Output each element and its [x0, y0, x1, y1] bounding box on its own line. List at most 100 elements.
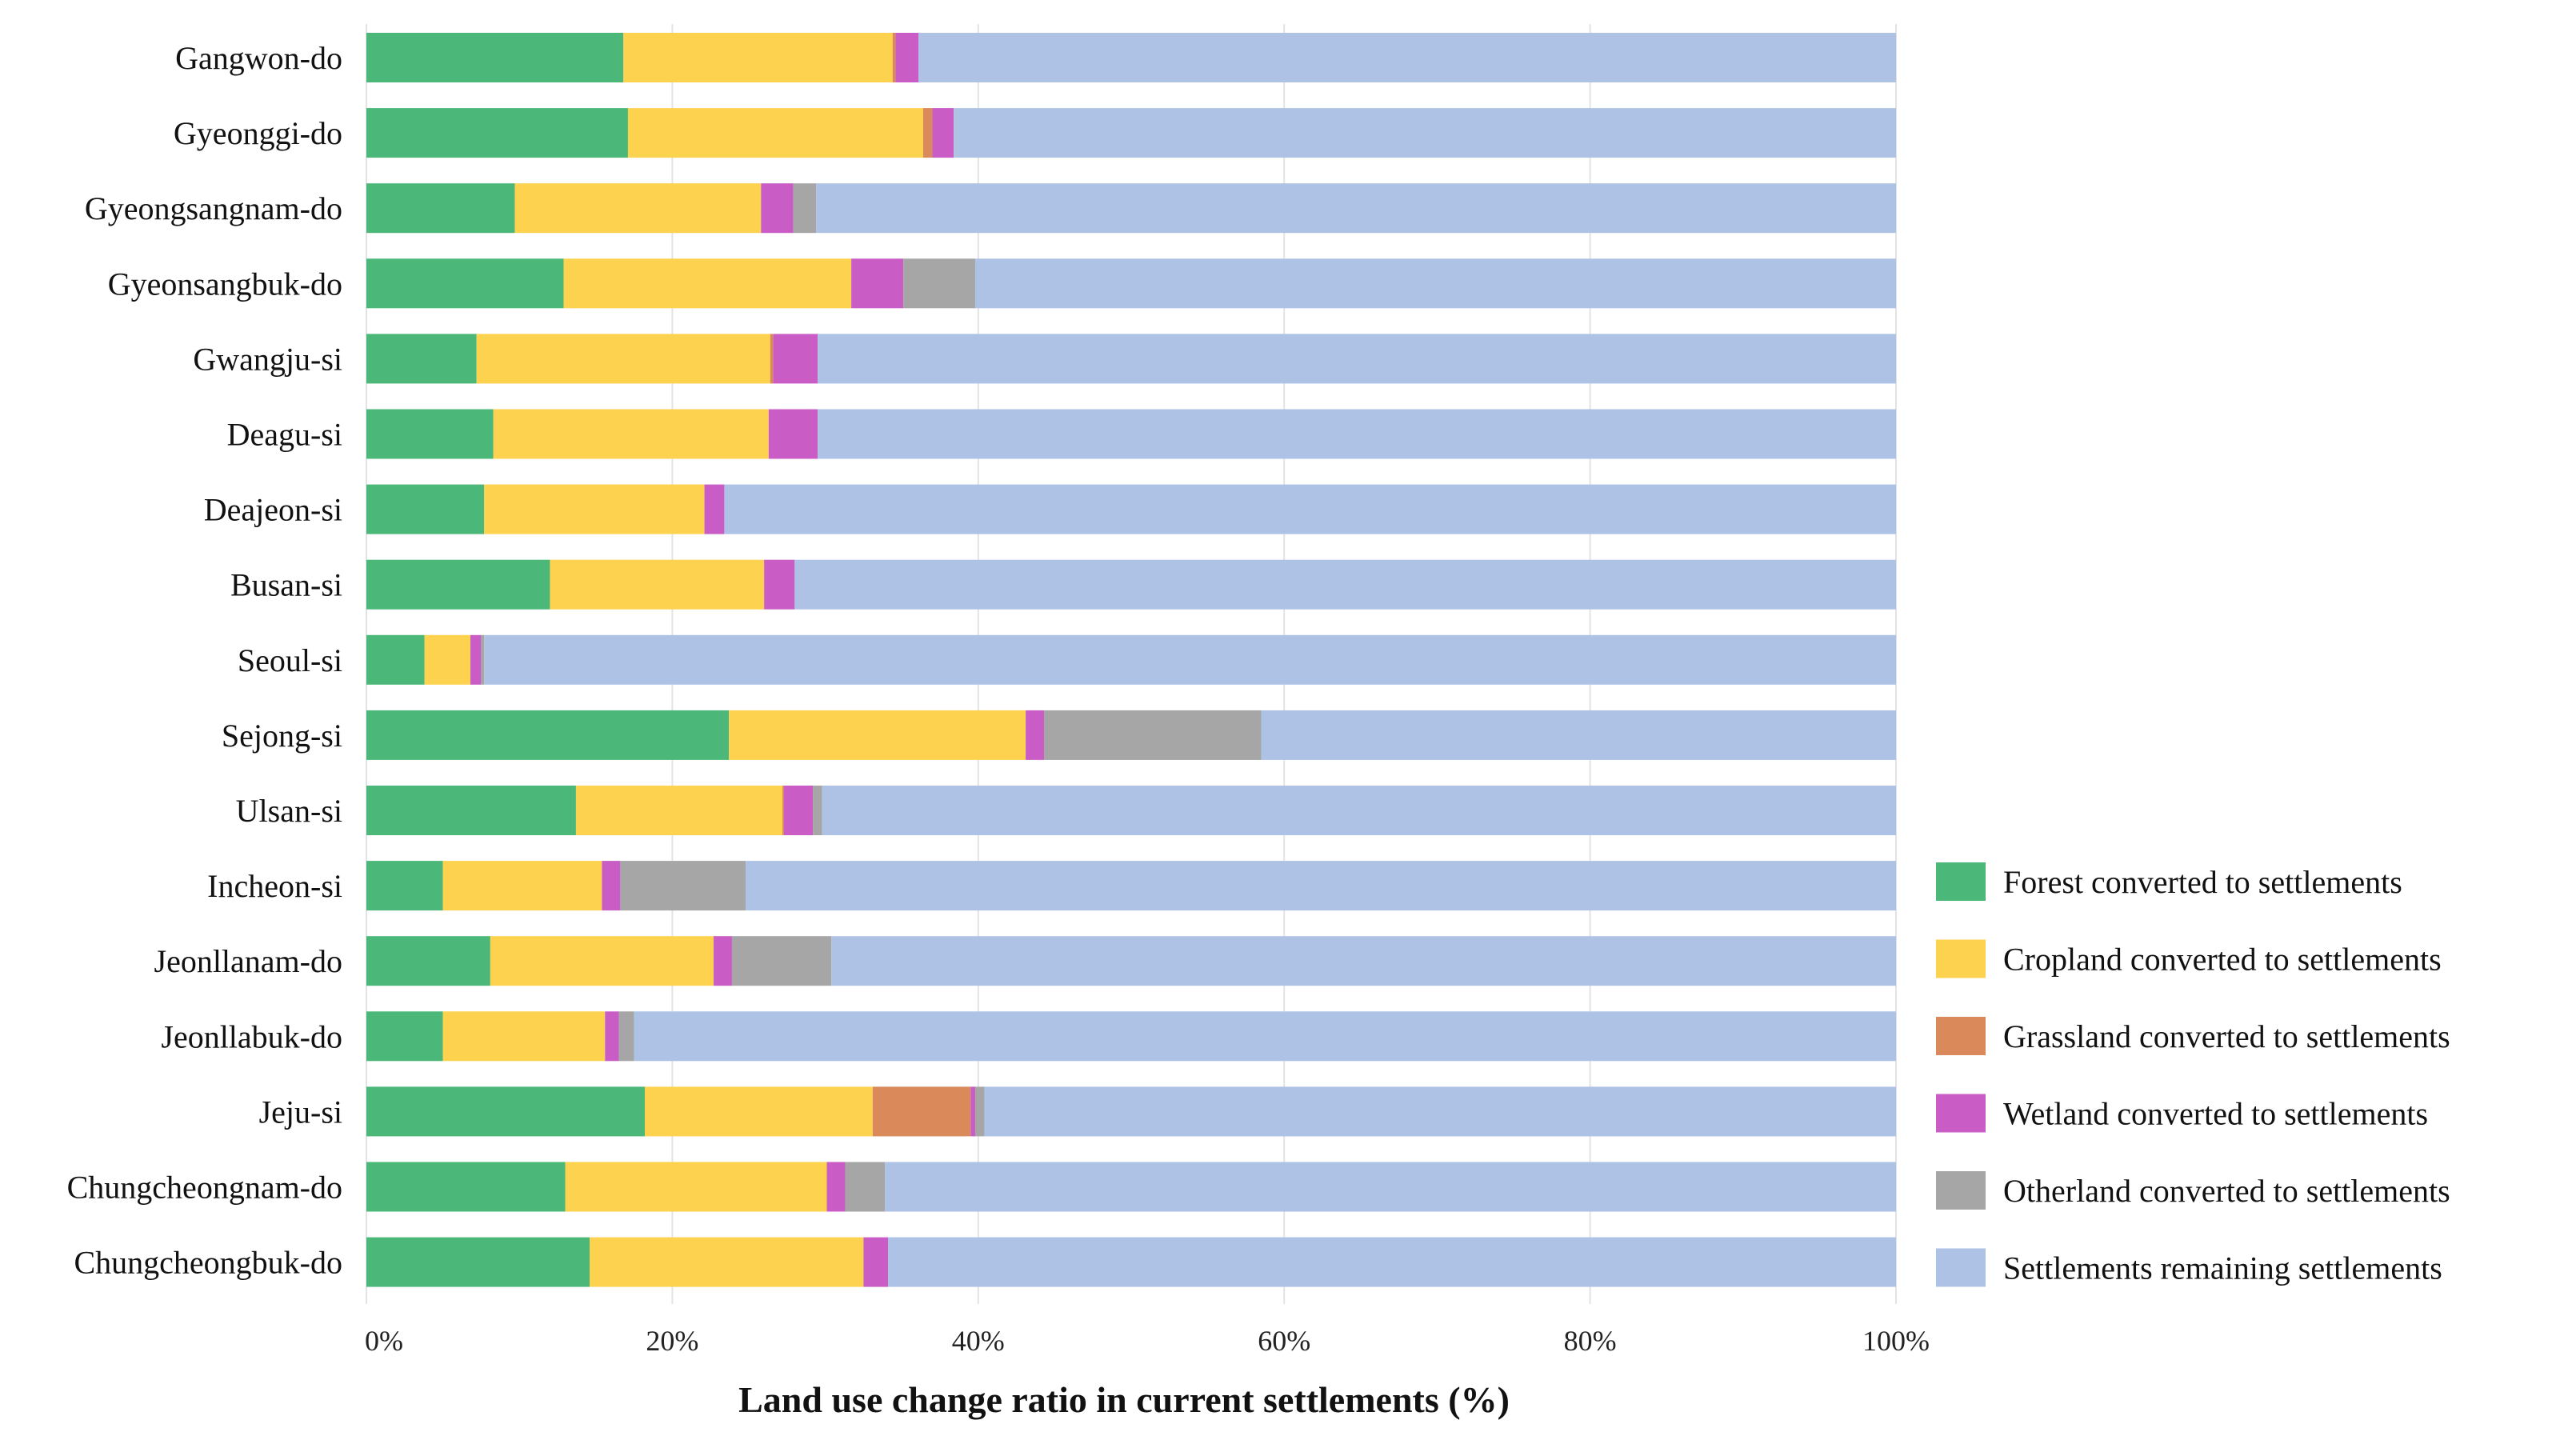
category-label: Jeju-si	[259, 1094, 342, 1130]
bar-segment-4	[602, 861, 621, 911]
bar-segment-5	[481, 634, 485, 685]
bar-segment-4	[605, 1011, 619, 1062]
bar-segment-5	[903, 258, 975, 309]
bar-segment-3	[782, 786, 784, 835]
bar-segment-2	[590, 1237, 864, 1287]
category-label: Gyeonggi-do	[174, 115, 342, 151]
legend: Forest converted to settlements Cropland …	[1936, 862, 2450, 1287]
bar-segment-4	[773, 334, 818, 384]
category-label: Chungcheongbuk-do	[74, 1245, 342, 1281]
bar-segment-1	[366, 559, 550, 610]
bar-segment-6	[794, 559, 1896, 610]
bar-segment-4	[932, 108, 954, 158]
category-label: Gwangju-si	[193, 341, 342, 377]
bar-segment-2	[565, 1162, 827, 1212]
bar-segment-2	[644, 1086, 873, 1137]
bar-segment-1	[366, 484, 485, 534]
bar-segment-1	[366, 786, 576, 835]
bar-segment-2	[490, 936, 714, 986]
bar-segment-1	[366, 936, 490, 986]
bar-segment-1	[366, 1237, 590, 1287]
x-axis-title: Land use change ratio in current settlem…	[738, 1379, 1510, 1420]
category-label: Incheon-si	[207, 868, 342, 904]
bar-segment-1	[366, 634, 425, 685]
bar-segment-6	[974, 258, 1896, 309]
bar-segment-4	[851, 258, 904, 309]
bar-segment-2	[550, 559, 765, 610]
bars	[366, 33, 1897, 1287]
legend-label: Grassland converted to settlements	[2003, 1018, 2450, 1054]
bar-segment-1	[366, 334, 477, 384]
bar-segment-1	[366, 108, 628, 158]
legend-label: Wetland converted to settlements	[2003, 1096, 2428, 1132]
x-tick-label: 80%	[1564, 1325, 1617, 1357]
bar-segment-4	[761, 183, 794, 234]
bar-segment-1	[366, 710, 730, 760]
bar-segment-6	[954, 108, 1896, 158]
bar-segment-6	[984, 1086, 1896, 1137]
bar-segment-4	[895, 33, 919, 82]
legend-label: Cropland converted to settlements	[2003, 942, 2442, 978]
category-label: Gyeonsangbuk-do	[108, 266, 342, 302]
category-label: Deagu-si	[227, 417, 342, 453]
bar-segment-6	[634, 1011, 1896, 1062]
category-label: Deajeon-si	[204, 492, 342, 528]
bar-segment-5	[1044, 710, 1262, 760]
x-tick-label: 40%	[952, 1325, 1005, 1357]
bar-segment-2	[484, 484, 705, 534]
bar-segment-1	[366, 1162, 566, 1212]
legend-label: Forest converted to settlements	[2003, 864, 2402, 900]
bar-segment-2	[514, 183, 762, 234]
bar-segment-6	[746, 861, 1896, 911]
legend-label: Settlements remaining settlements	[2003, 1250, 2442, 1286]
bar-segment-2	[442, 1011, 606, 1062]
category-label: Sejong-si	[222, 718, 342, 754]
bar-segment-4	[863, 1237, 888, 1287]
bar-segment-1	[366, 409, 494, 459]
bar-segment-1	[366, 1011, 443, 1062]
category-label: Ulsan-si	[236, 793, 342, 829]
bar-segment-5	[974, 1086, 985, 1137]
bar-segment-2	[575, 786, 783, 835]
bar-segment-4	[764, 559, 795, 610]
bar-segment-4	[470, 634, 482, 685]
x-tick-label: 20%	[646, 1325, 698, 1357]
bar-segment-2	[493, 409, 769, 459]
legend-swatch	[1936, 939, 1986, 978]
bar-segment-6	[818, 409, 1896, 459]
bar-segment-2	[729, 710, 1026, 760]
category-label: Seoul-si	[238, 642, 342, 678]
bar-segment-4	[714, 936, 732, 986]
bar-segment-5	[793, 183, 817, 234]
bar-segment-2	[563, 258, 852, 309]
bar-segment-1	[366, 183, 515, 234]
bar-segment-2	[442, 861, 602, 911]
bar-segment-6	[818, 334, 1896, 384]
bar-segment-4	[768, 409, 818, 459]
bar-segment-6	[484, 634, 1896, 685]
bar-segment-2	[424, 634, 471, 685]
category-label: Gangwon-do	[175, 40, 342, 76]
bar-segment-6	[724, 484, 1897, 534]
bar-segment-3	[770, 334, 774, 384]
category-label: Chungcheongnam-do	[67, 1170, 342, 1206]
bar-segment-6	[918, 33, 1896, 82]
category-labels: Gangwon-do Gyeonggi-do Gyeongsangnam-do Gye…	[67, 40, 342, 1281]
legend-swatch	[1936, 1171, 1986, 1210]
bar-segment-4	[970, 1086, 975, 1137]
x-tick-label: 100%	[1862, 1325, 1930, 1357]
bar-segment-2	[627, 108, 923, 158]
bar-segment-2	[476, 334, 770, 384]
legend-swatch	[1936, 1017, 1986, 1055]
bar-segment-1	[366, 33, 624, 82]
bar-segment-2	[623, 33, 893, 82]
bar-segment-4	[1026, 710, 1045, 760]
bar-segment-5	[620, 861, 746, 911]
legend-swatch	[1936, 1248, 1986, 1287]
bar-segment-5	[618, 1011, 634, 1062]
bar-segment-6	[822, 786, 1896, 835]
bar-segment-6	[885, 1162, 1896, 1212]
legend-swatch	[1936, 862, 1986, 901]
bar-segment-6	[831, 936, 1896, 986]
